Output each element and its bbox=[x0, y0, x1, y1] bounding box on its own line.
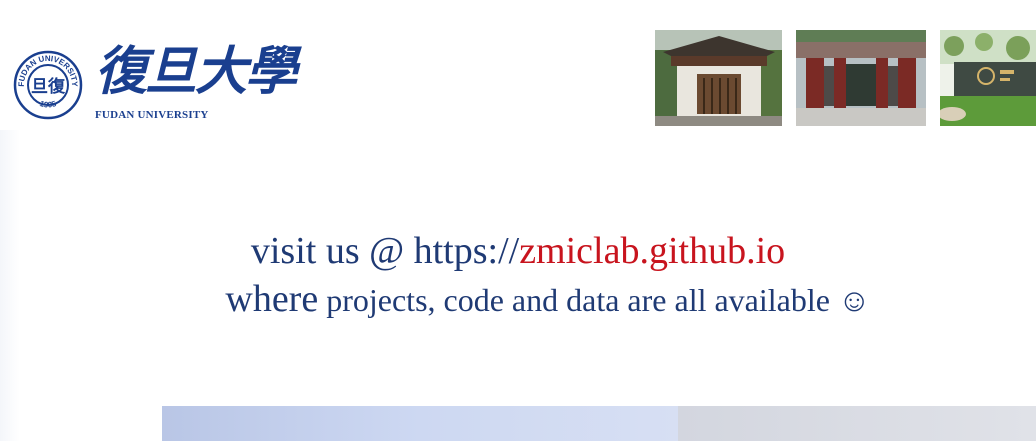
visit-us-line: visit us @ https://zmiclab.github.io bbox=[0, 228, 1036, 274]
bottom-image-left bbox=[162, 406, 678, 441]
availability-line: where projects, code and data are all av… bbox=[0, 278, 1036, 321]
bottom-image-strip bbox=[162, 406, 1036, 441]
availability-text: projects, code and data are all availabl… bbox=[318, 282, 871, 318]
visit-us-text: visit us @ https:// bbox=[250, 230, 520, 272]
bottom-image-right bbox=[678, 406, 1036, 441]
svg-text:1905: 1905 bbox=[39, 99, 58, 110]
where-text: where bbox=[225, 278, 319, 320]
seal-center-text: 旦復 bbox=[31, 76, 66, 97]
lab-website-link[interactable]: zmiclab.github.io bbox=[519, 230, 786, 272]
logo-english-text: FUDAN UNIVERSITY bbox=[95, 109, 209, 121]
fudan-logo: FUDAN UNIVERSITY 1905 旦復 復旦大學 FUDAN UNIV… bbox=[11, 40, 297, 128]
logo-chinese-text: 復旦大學 bbox=[95, 41, 297, 102]
campus-stone-photo bbox=[940, 30, 1036, 126]
campus-entrance-photo bbox=[796, 30, 926, 126]
seal-year-text: 1905 bbox=[39, 99, 58, 110]
campus-gate-photo bbox=[655, 30, 782, 126]
fudan-seal-icon: FUDAN UNIVERSITY 1905 旦復 bbox=[13, 50, 83, 120]
slide-edge-shade bbox=[0, 130, 20, 441]
